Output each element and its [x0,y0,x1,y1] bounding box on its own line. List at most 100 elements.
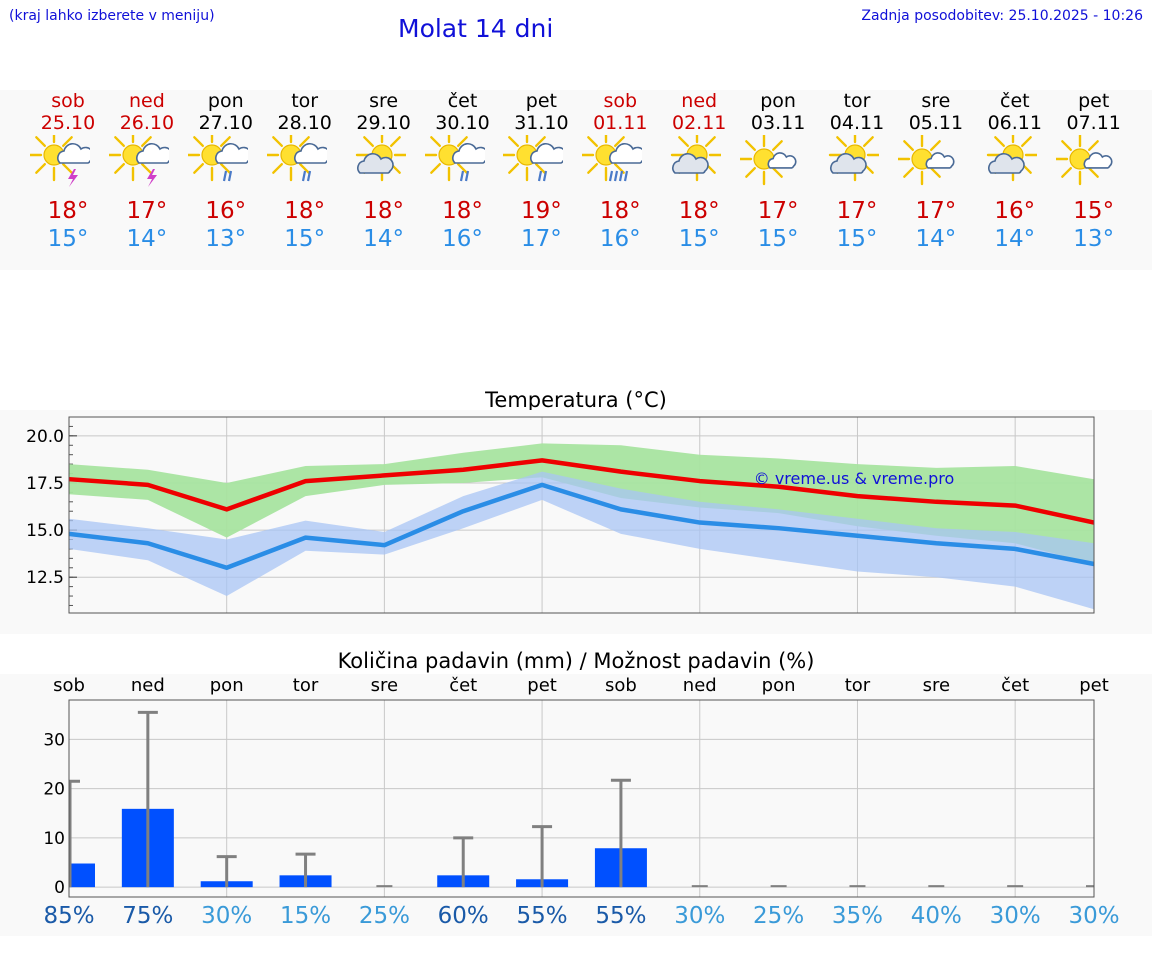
precip-panel: 0 10 20 30 sob 85% ned 75% pon 30% tor 15% sre 25% če… [0,674,1152,936]
day-name: ned [681,90,718,112]
precip-probability: 25% [753,903,805,929]
y-tick-label: 17.5 [26,474,64,494]
weather-icon-box [185,128,260,187]
day-date: 06.11 [987,112,1042,134]
day-name: pon [760,90,796,112]
day-name: čet [447,90,478,112]
sun-small-cloud-icon [737,132,797,186]
day-date: 05.11 [908,112,964,134]
precip-day-label: sre [370,675,399,696]
temp-max: 17° [836,198,878,224]
precip-day-label: pon [761,675,796,696]
plot-frame [68,699,1095,898]
precip-probability: 40% [910,903,962,929]
temp-max: 17° [126,198,168,224]
temperature-chart-title: Temperatura (°C) [485,388,667,412]
day-date: 07.11 [1066,112,1121,134]
temp-max: 18° [599,198,641,224]
temp-max: 18° [47,198,89,224]
precip-day-label: pon [209,675,244,696]
day-date: 31.10 [514,112,569,134]
precip-chart-title: Količina padavin (mm) / Možnost padavin … [337,649,815,673]
y-tick-label: 10 [43,829,65,849]
max-temp-line [68,458,1095,525]
day-column: sob 01.11 [584,90,656,134]
sun-behind-cloud-icon [355,128,408,182]
precip-day-label: tor [292,675,319,696]
weather-icon-box [895,132,970,187]
weather-icon-box [346,128,418,187]
day-date: 02.11 [671,112,727,134]
day-date: 01.11 [593,112,648,134]
temp-min: 17° [521,226,562,252]
temp-min: 13° [1073,226,1115,252]
day-name: sre [369,90,399,112]
day-column: čet 06.11 [979,90,1051,134]
sun-cloud-rain-icon [422,128,489,182]
day-column: sob 25.10 [32,90,104,134]
sun-behind-cloud-icon [670,128,724,182]
weather-icon-box [737,132,812,187]
location-hint[interactable]: (kraj lahko izberete v meniju) [9,8,215,24]
y-tick-label: 20.0 [26,427,64,447]
temp-min: 15° [678,226,720,252]
precip-day-label: pet [1079,675,1109,696]
day-column: sre 05.11 [900,90,972,134]
temp-max: 18° [442,198,483,224]
forecast-strip: sob 25.10 18° 15° ned 26.10 17° 14° pon 27.10 16° 1… [0,90,1152,270]
temp-min: 15° [47,226,89,252]
temp-max: 18° [284,198,326,224]
day-column: tor 28.10 [269,90,341,134]
temp-min: 14° [363,226,404,252]
precip-day-label: ned [130,675,165,696]
day-name: sob [51,90,85,112]
precip-probability: 15% [279,903,332,929]
sun-behind-cloud-icon [828,128,882,182]
sun-cloud-rain-icon [264,128,331,182]
precip-probability: 30% [201,903,253,929]
plot-area [69,700,1094,897]
precip-chart: 0 10 20 30 [43,699,1095,898]
temp-max: 16° [994,198,1036,224]
page-title: Molat 14 dni [398,14,554,43]
precip-probability: 60% [437,903,489,929]
temp-max: 16° [205,198,247,224]
precip-probability: 30% [1068,903,1120,929]
temp-min: 16° [442,226,483,252]
day-column: tor 04.11 [821,90,893,134]
day-date: 26.10 [119,112,175,134]
sun-cloud-heavy-rain-icon [580,128,647,182]
weather-icon-box [264,128,339,187]
precip-bar [69,863,95,888]
weather-icon-box [977,128,1049,187]
y-tick-label: 12.5 [26,568,64,588]
sun-cloud-rain-icon [185,128,252,182]
sun-cloud-thunder-icon [106,128,173,187]
temp-max: 18° [363,198,404,224]
plot-frame [68,416,1095,614]
temp-max: 17° [915,198,957,224]
day-name: pet [525,90,557,112]
min-temp-line [68,482,1095,571]
temp-min: 14° [126,226,168,252]
day-column: ned 26.10 [111,90,183,134]
day-date: 27.10 [198,112,253,134]
temp-min: 14° [915,226,957,252]
precip-day-label: ned [682,675,717,696]
weather-icon-box [661,128,733,187]
day-column: sre 29.10 [348,90,420,134]
precip-day-label: čet [1001,675,1030,696]
precip-probability: 30% [989,903,1041,929]
temperature-panel: 12.5 15.0 17.5 20.0 © vreme.us & vreme.pro [0,410,1152,634]
precip-probability: 75% [122,903,174,929]
precip-day-label: tor [844,675,871,696]
weather-icon-box [580,128,654,187]
day-column: pet 07.11 [1058,90,1130,134]
precip-probability: 25% [358,903,410,929]
sun-small-cloud-icon [1053,132,1113,186]
day-name: sob [603,90,638,112]
temperature-chart: 12.5 15.0 17.5 20.0 © vreme.us & vreme.pro [26,416,1095,614]
day-name: tor [843,90,871,112]
day-date: 04.11 [829,112,885,134]
day-name: pet [1078,90,1110,112]
